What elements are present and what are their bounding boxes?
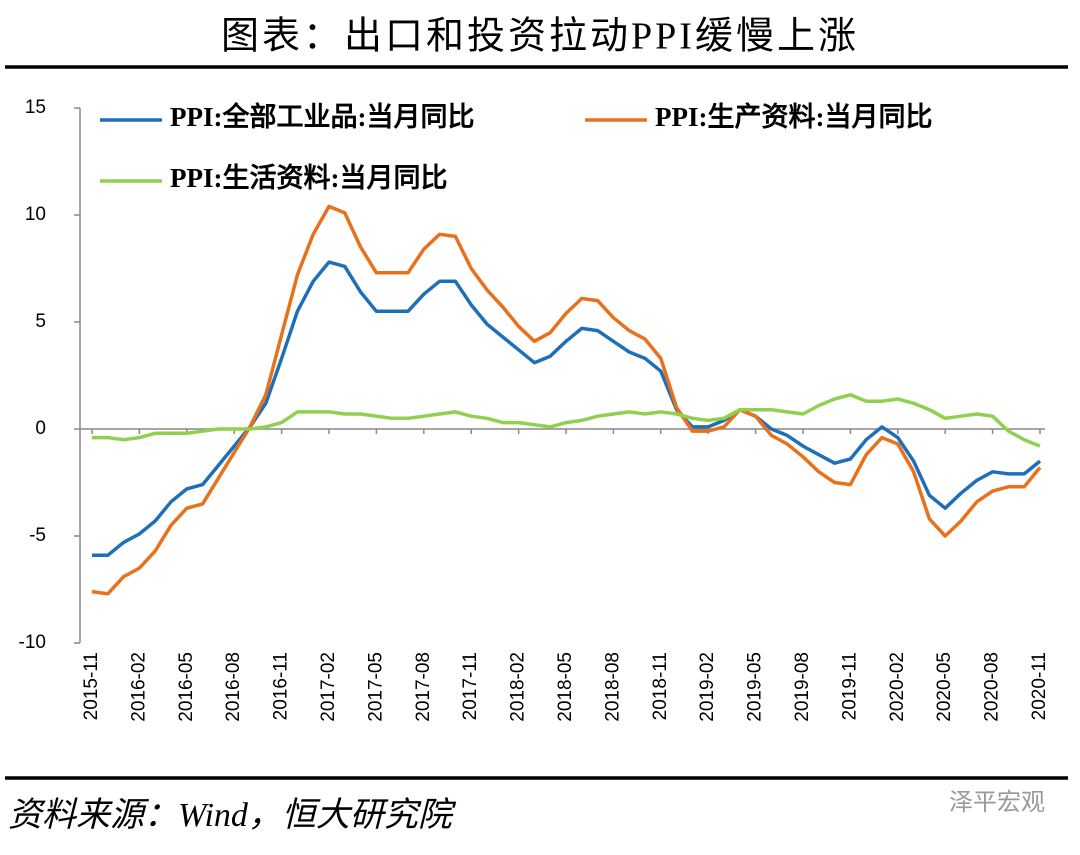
y-tick-label: -5 bbox=[29, 525, 46, 546]
source: 资料来源：Wind，恒大研究院 bbox=[8, 797, 457, 834]
x-tick-label: 2019-02 bbox=[697, 652, 718, 722]
x-tick-label: 2018-02 bbox=[508, 652, 529, 722]
chart-title: 图表：出口和投资拉动PPI缓慢上涨 bbox=[221, 16, 859, 58]
x-tick-label: 2020-11 bbox=[1029, 652, 1050, 720]
x-tick-label: 2016-05 bbox=[176, 652, 197, 722]
legend-label: PPI:生产资料:当月同比 bbox=[655, 102, 932, 132]
series-line bbox=[92, 393, 1041, 448]
legend-label: PPI:全部工业品:当月同比 bbox=[170, 101, 474, 132]
x-tick-label: 2019-11 bbox=[839, 652, 860, 720]
x-tick-label: 2020-08 bbox=[982, 652, 1003, 722]
x-tick-label: 2018-11 bbox=[650, 652, 671, 720]
x-tick-label: 2015-11 bbox=[81, 652, 102, 720]
watermark: 泽平宏观 bbox=[949, 788, 1045, 816]
x-tick-label: 2016-11 bbox=[271, 652, 292, 720]
series-line bbox=[92, 260, 1042, 558]
x-tick-label: 2019-05 bbox=[745, 652, 766, 722]
x-tick-label: 2017-08 bbox=[413, 652, 434, 722]
y-tick-label: -10 bbox=[19, 632, 46, 653]
y-tick-label: 15 bbox=[25, 97, 46, 118]
y-tick-label: 10 bbox=[25, 204, 46, 225]
x-tick-label: 2016-02 bbox=[128, 652, 149, 722]
x-tick-label: 2019-08 bbox=[792, 652, 813, 722]
x-tick-label: 2020-02 bbox=[887, 652, 908, 722]
x-tick-label: 2017-11 bbox=[460, 652, 481, 720]
y-tick-label: 0 bbox=[35, 418, 46, 439]
x-tick-label: 2017-05 bbox=[365, 652, 386, 722]
x-tick-label: 2018-05 bbox=[555, 652, 576, 722]
x-tick-label: 2020-05 bbox=[934, 652, 955, 722]
x-tick-label: 2016-08 bbox=[223, 652, 244, 722]
legend-label: PPI:生活资料:当月同比 bbox=[170, 163, 447, 193]
series-line bbox=[91, 204, 1042, 596]
x-tick-label: 2018-08 bbox=[602, 652, 623, 722]
y-tick-label: 5 bbox=[35, 311, 46, 332]
x-tick-label: 2017-02 bbox=[318, 652, 339, 722]
